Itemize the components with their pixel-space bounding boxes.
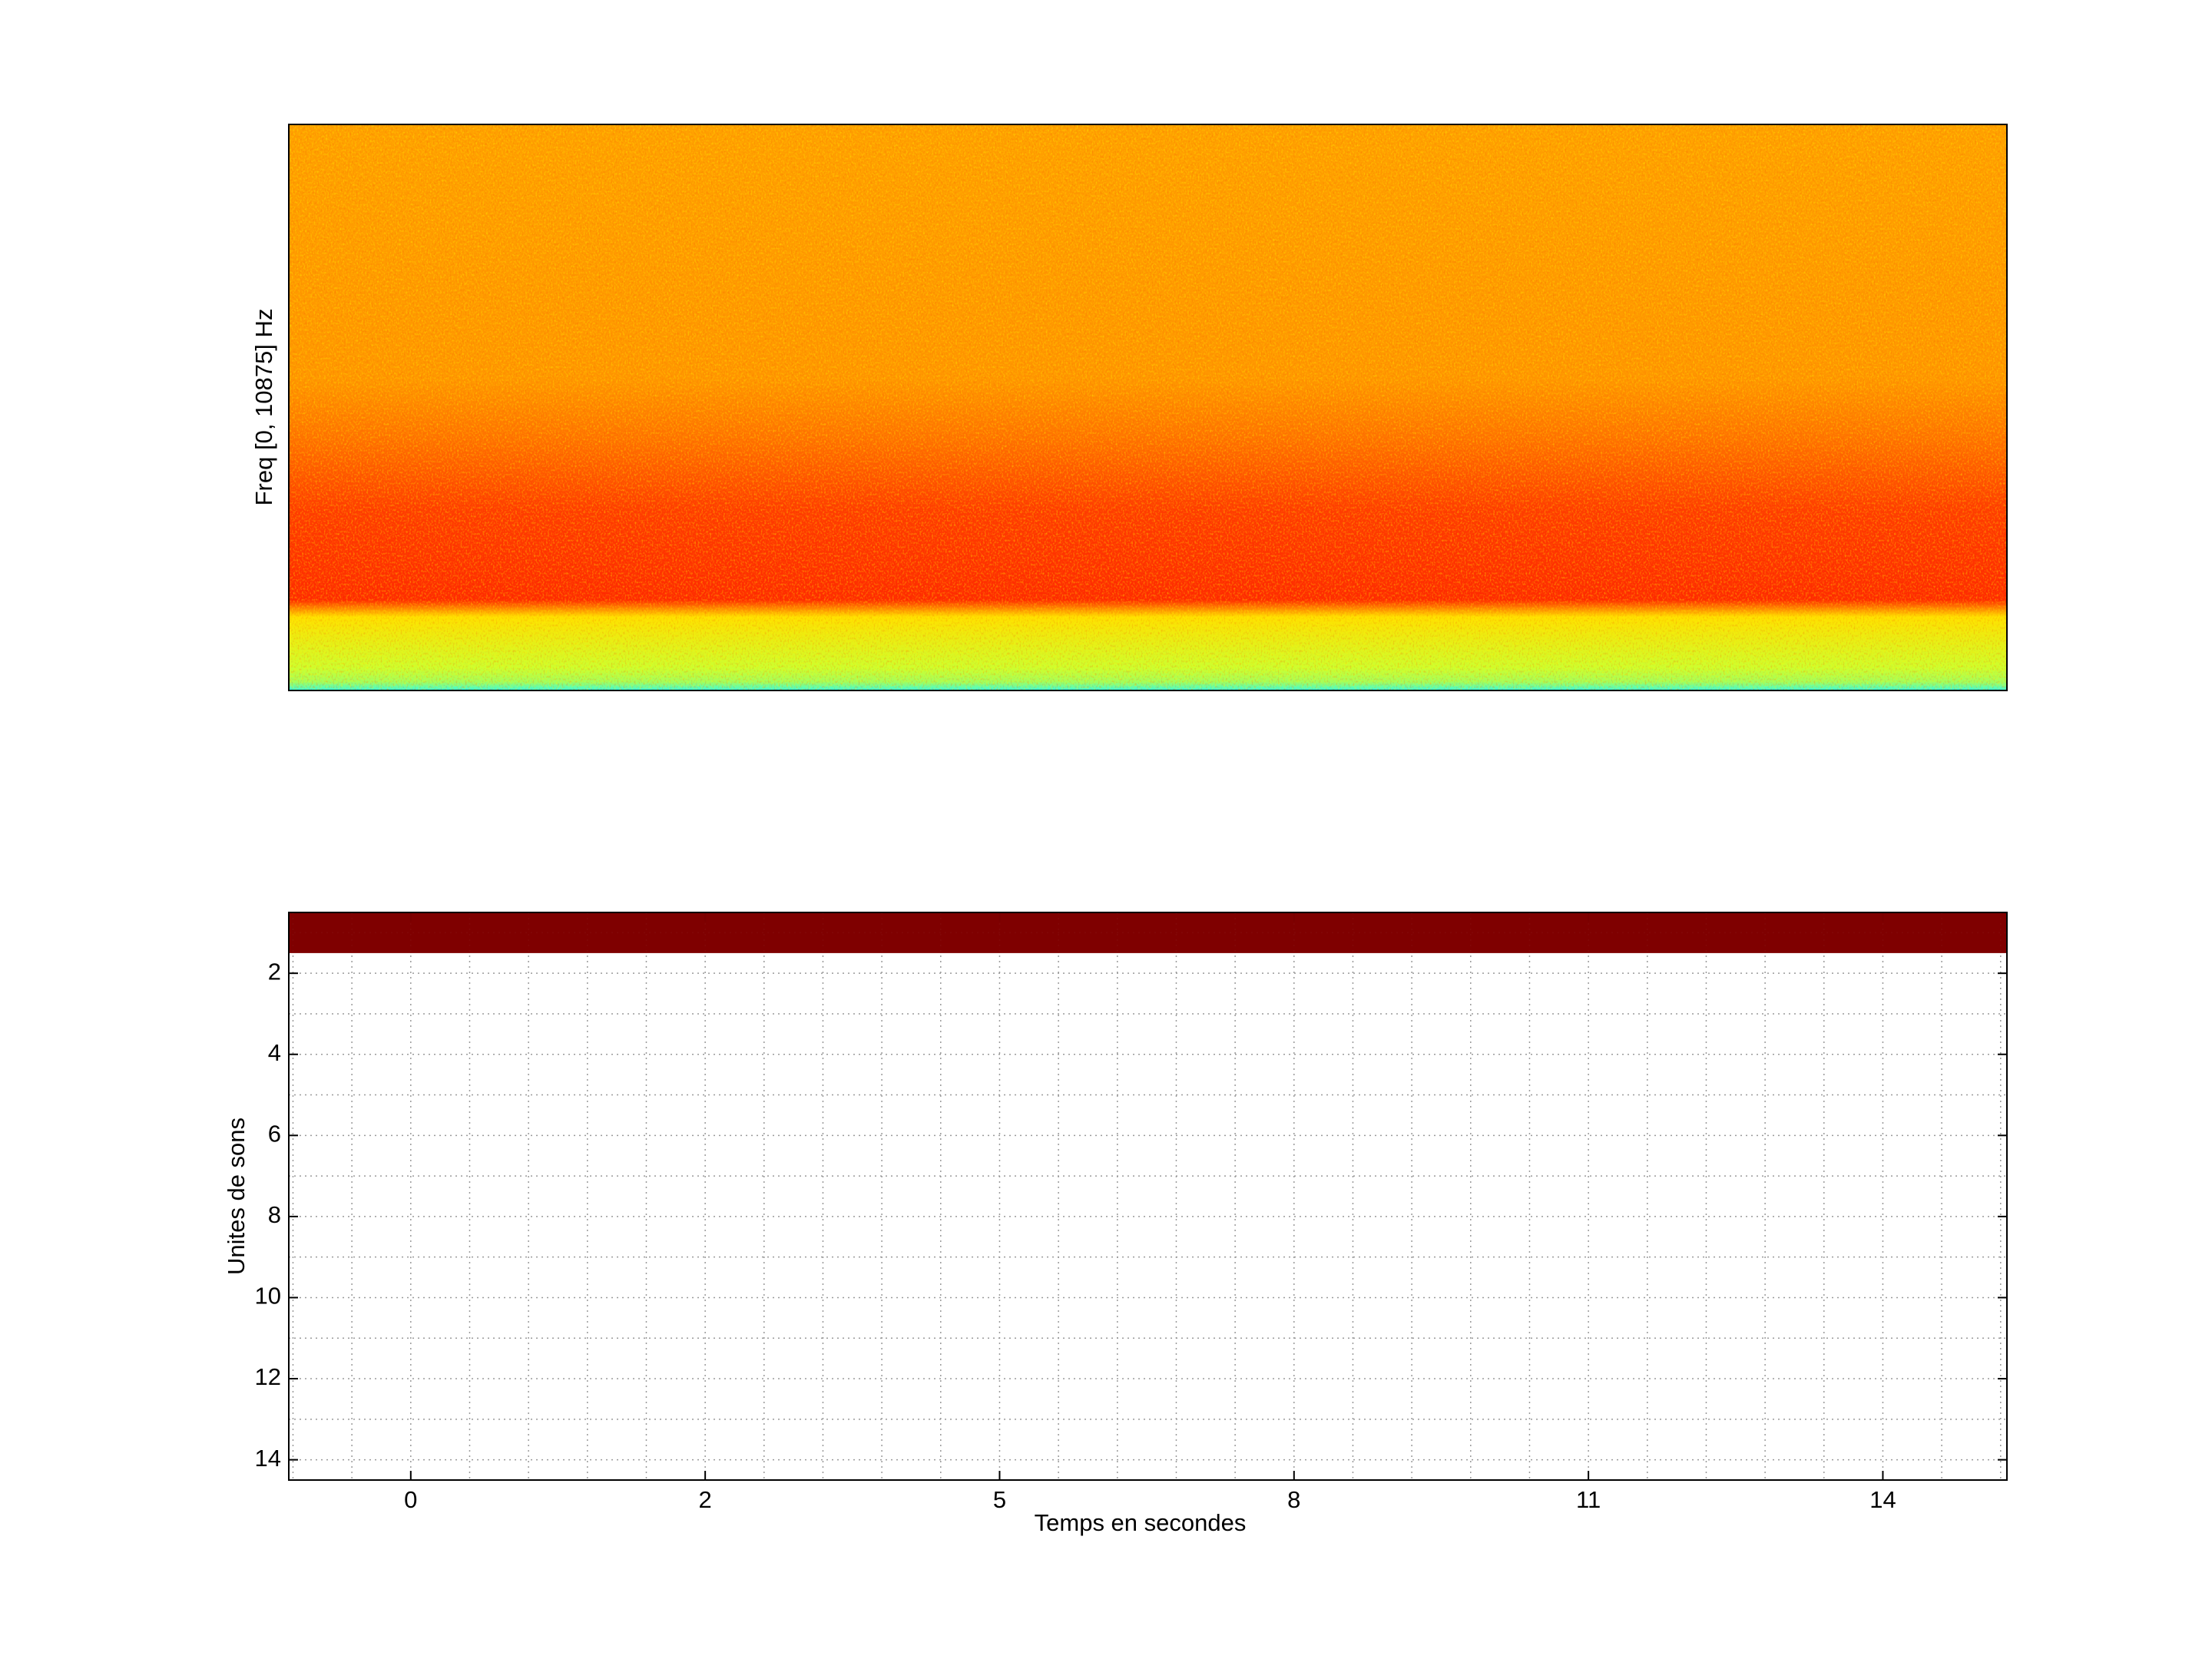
axes-box bbox=[288, 912, 2008, 1481]
x-tick-label: 11 bbox=[1576, 1486, 1601, 1513]
y-tick-label: 4 bbox=[268, 1039, 281, 1066]
y-tick-label: 8 bbox=[268, 1201, 281, 1228]
heatmap-row bbox=[289, 1197, 2007, 1237]
spectrogram-axes: Freq [0, 10875] Hz bbox=[250, 124, 2008, 691]
x-tick-label: 8 bbox=[1287, 1486, 1300, 1513]
heatmap-row bbox=[289, 1439, 2007, 1480]
x-tick-label: 2 bbox=[699, 1486, 712, 1513]
x-tick-label: 14 bbox=[1869, 1486, 1896, 1513]
x-tick-label: 5 bbox=[993, 1486, 1006, 1513]
heatmap-row bbox=[289, 1318, 2007, 1359]
x-tick-label: 0 bbox=[404, 1486, 417, 1513]
heatmap-row bbox=[289, 912, 2007, 953]
heatmap-axes: 0 2 5 8 11 14 2 4 6 8 10 12 14 Temps en secondes Unite… bbox=[223, 912, 2008, 1536]
heatmap-row bbox=[289, 1237, 2007, 1277]
spectrogram-texture bbox=[289, 124, 2007, 690]
plot-area bbox=[289, 912, 2007, 1480]
heatmap-row bbox=[289, 953, 2007, 994]
axes-box bbox=[288, 124, 2008, 691]
y-axis-label: Unites de sons bbox=[223, 1118, 250, 1275]
heatmap-row bbox=[289, 1115, 2007, 1156]
heatmap-row bbox=[289, 1277, 2007, 1318]
heatmap-row bbox=[289, 1034, 2007, 1075]
y-tick-label: 14 bbox=[255, 1445, 281, 1472]
y-axis-label: Freq [0, 10875] Hz bbox=[250, 309, 277, 506]
y-tick-label: 2 bbox=[268, 958, 281, 985]
y-tick-label: 12 bbox=[255, 1363, 281, 1390]
x-axis-label: Temps en secondes bbox=[1035, 1509, 1247, 1536]
heatmap-row bbox=[289, 1156, 2007, 1197]
heatmap-row bbox=[289, 1359, 2007, 1399]
heatmap-row bbox=[289, 1399, 2007, 1439]
heatmap-row bbox=[289, 994, 2007, 1035]
y-tick-label: 10 bbox=[255, 1283, 281, 1310]
heatmap-row bbox=[289, 1075, 2007, 1115]
y-tick-label: 6 bbox=[268, 1121, 281, 1147]
